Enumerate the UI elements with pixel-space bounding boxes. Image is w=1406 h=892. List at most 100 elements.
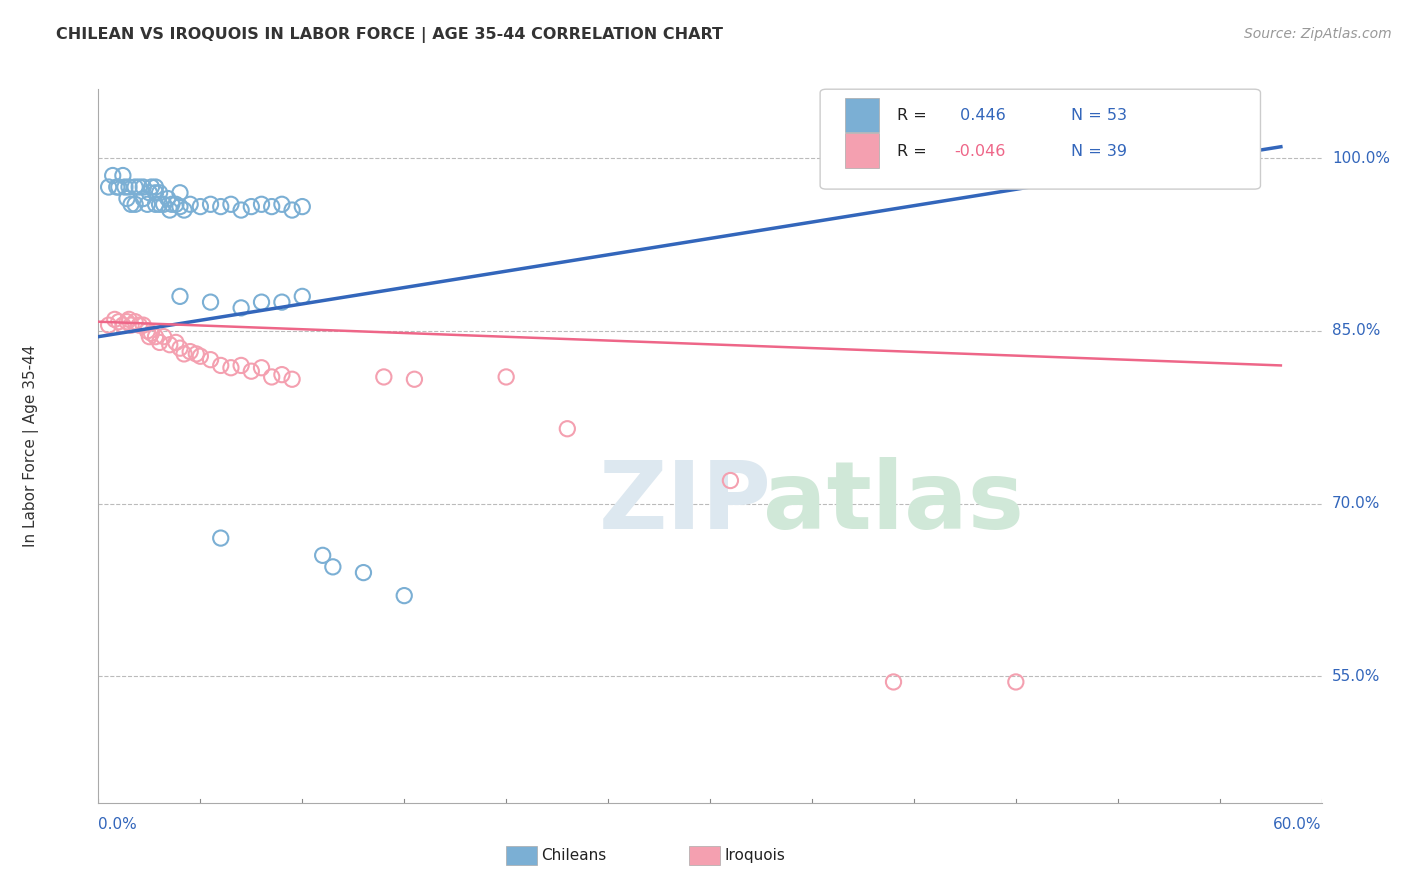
Point bbox=[156, 192, 179, 206]
Point bbox=[281, 372, 304, 386]
Point bbox=[231, 359, 253, 373]
Point bbox=[260, 200, 283, 214]
Point bbox=[555, 422, 579, 436]
Text: N = 53: N = 53 bbox=[1071, 108, 1126, 123]
Point bbox=[240, 364, 263, 378]
Text: 60.0%: 60.0% bbox=[1274, 816, 1322, 831]
Point bbox=[136, 197, 159, 211]
Point bbox=[200, 295, 222, 310]
Point bbox=[149, 335, 172, 350]
Point bbox=[165, 197, 187, 211]
Point bbox=[115, 192, 138, 206]
Point bbox=[124, 180, 146, 194]
Point bbox=[141, 180, 163, 194]
Point bbox=[138, 329, 160, 343]
Point bbox=[291, 289, 314, 303]
Point bbox=[219, 360, 242, 375]
Point bbox=[352, 566, 374, 580]
Point bbox=[250, 360, 273, 375]
Text: 100.0%: 100.0% bbox=[1331, 151, 1391, 166]
Point bbox=[108, 180, 131, 194]
Text: 0.0%: 0.0% bbox=[98, 816, 138, 831]
Point bbox=[97, 318, 120, 333]
Point bbox=[270, 368, 294, 382]
Text: atlas: atlas bbox=[763, 457, 1024, 549]
Point bbox=[188, 349, 212, 363]
Text: N = 39: N = 39 bbox=[1071, 144, 1126, 159]
Point bbox=[145, 180, 167, 194]
Point bbox=[159, 337, 181, 351]
Point bbox=[160, 197, 183, 211]
Text: R =: R = bbox=[897, 144, 932, 159]
Point bbox=[169, 341, 191, 355]
Point bbox=[149, 197, 172, 211]
Point bbox=[169, 289, 191, 303]
Point bbox=[169, 186, 191, 200]
Point bbox=[392, 589, 416, 603]
Point bbox=[97, 180, 120, 194]
Point bbox=[209, 531, 232, 545]
Point bbox=[173, 347, 195, 361]
Point bbox=[149, 186, 172, 200]
Point bbox=[281, 202, 304, 217]
Point bbox=[718, 474, 742, 488]
Text: -0.046: -0.046 bbox=[955, 144, 1007, 159]
Point bbox=[322, 559, 344, 574]
Point bbox=[128, 318, 150, 333]
Point bbox=[132, 318, 155, 333]
Text: 0.446: 0.446 bbox=[955, 108, 1005, 123]
Point bbox=[104, 312, 127, 326]
Text: 85.0%: 85.0% bbox=[1331, 324, 1381, 338]
Point bbox=[138, 186, 160, 200]
Point bbox=[250, 295, 273, 310]
Point bbox=[169, 200, 191, 214]
Point bbox=[105, 180, 128, 194]
Point bbox=[145, 186, 167, 200]
Point bbox=[260, 370, 283, 384]
Point bbox=[404, 372, 426, 386]
Point bbox=[124, 315, 146, 329]
Text: 55.0%: 55.0% bbox=[1331, 669, 1381, 683]
Point bbox=[179, 344, 201, 359]
Text: Chileans: Chileans bbox=[541, 848, 606, 863]
Point bbox=[132, 192, 155, 206]
Point bbox=[114, 180, 136, 194]
Point bbox=[270, 197, 294, 211]
Point bbox=[173, 202, 195, 217]
FancyBboxPatch shape bbox=[845, 134, 879, 168]
FancyBboxPatch shape bbox=[845, 98, 879, 132]
Point bbox=[291, 200, 314, 214]
Point bbox=[152, 197, 174, 211]
Point bbox=[152, 329, 174, 343]
Point bbox=[188, 200, 212, 214]
Text: Iroquois: Iroquois bbox=[724, 848, 785, 863]
Point bbox=[179, 197, 201, 211]
Point bbox=[200, 197, 222, 211]
Point bbox=[209, 359, 232, 373]
Point bbox=[120, 318, 142, 333]
Point bbox=[231, 301, 253, 315]
Point bbox=[120, 197, 142, 211]
Text: Source: ZipAtlas.com: Source: ZipAtlas.com bbox=[1244, 27, 1392, 41]
Point bbox=[118, 180, 141, 194]
Point bbox=[136, 324, 159, 338]
Point bbox=[111, 318, 134, 333]
Text: R =: R = bbox=[897, 108, 932, 123]
Point bbox=[1004, 675, 1026, 690]
Point bbox=[115, 315, 138, 329]
Point bbox=[128, 180, 150, 194]
Point bbox=[312, 549, 335, 563]
Point bbox=[209, 200, 232, 214]
Text: CHILEAN VS IROQUOIS IN LABOR FORCE | AGE 35-44 CORRELATION CHART: CHILEAN VS IROQUOIS IN LABOR FORCE | AGE… bbox=[56, 27, 723, 43]
Point bbox=[145, 329, 167, 343]
Point bbox=[186, 347, 208, 361]
Point bbox=[219, 197, 242, 211]
Text: ZIP: ZIP bbox=[599, 457, 772, 549]
Point bbox=[883, 675, 905, 690]
FancyBboxPatch shape bbox=[820, 89, 1260, 189]
Point bbox=[111, 169, 134, 183]
Point bbox=[132, 180, 155, 194]
Point bbox=[270, 295, 294, 310]
Point bbox=[240, 200, 263, 214]
Text: 70.0%: 70.0% bbox=[1331, 496, 1381, 511]
